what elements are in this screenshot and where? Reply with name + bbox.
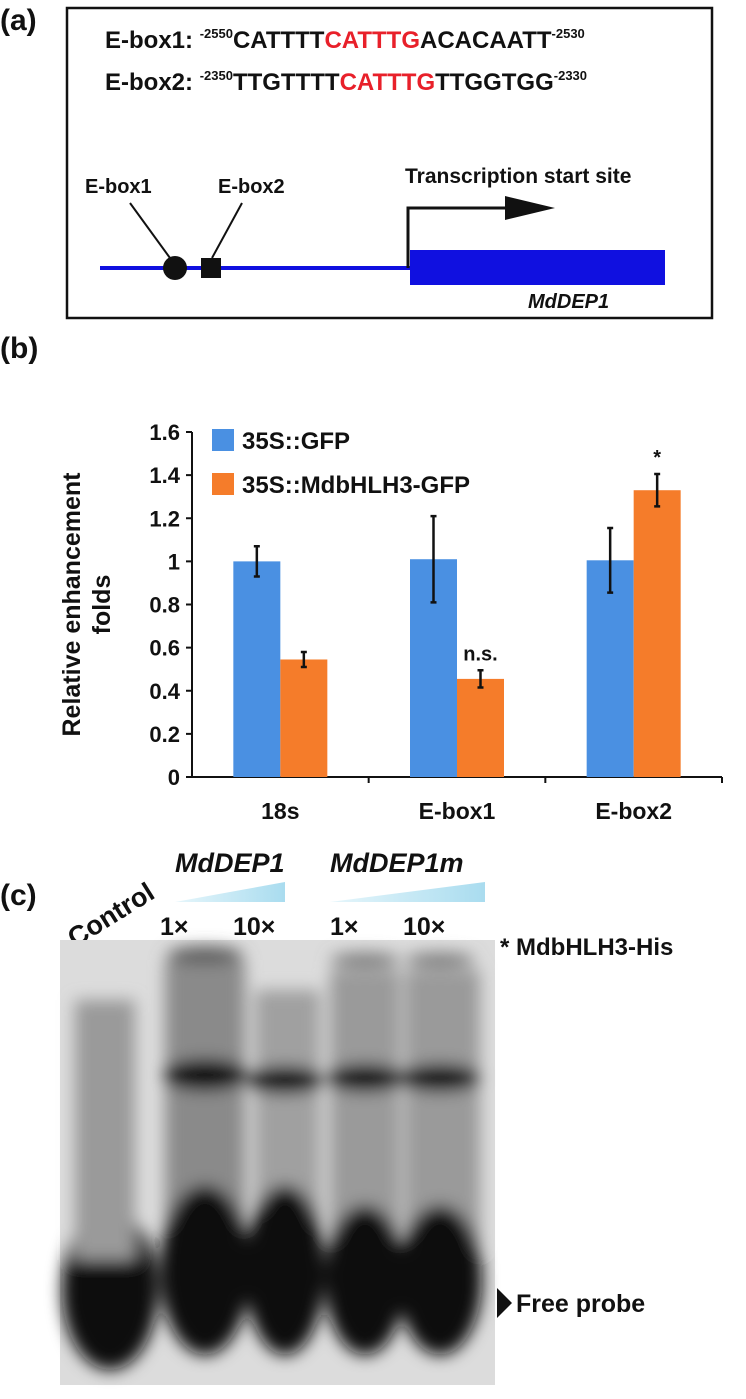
error-bar [253,545,260,578]
band-label: * MdbHLH3-His [500,934,673,961]
bar [633,490,681,777]
ebox2-site [201,258,221,278]
ebox-label: E-box2 [218,176,285,198]
bar [280,659,328,777]
arrowhead [505,196,555,220]
panel-label: (c) [0,879,37,912]
y-tick-label: 0.6 [149,636,180,661]
ebox-label: E-box1 [85,176,152,198]
y-tick-label: 0.2 [149,722,180,747]
tss-label: Transcription start site [405,165,631,188]
dose-label: 1× [330,913,359,941]
seq-name: E-box2: [105,69,193,96]
legend-swatch [212,429,234,451]
dose-wedge [330,882,485,902]
x-tick-label: 18s [261,798,299,824]
legend-label: 35S::MdbHLH3-GFP [242,472,470,499]
sequence: E-box2: -2350TTGTTTTCATTTGTTGGTGG-2330 [105,68,587,96]
bar-chart: 0 0.2 0.4 0.6 0.8 1 1.2 1.4 1.6 Relative enhancem… [58,420,723,824]
error-bar [607,526,614,594]
y-tick-label: 0.8 [149,593,180,618]
sequence: E-box1: -2550CATTTTCATTTGACACAATT-2530 [105,26,585,54]
legend-swatch [212,473,234,495]
panel-label: (b) [0,332,38,365]
y-tick-label: 1.4 [149,463,180,488]
pointer [211,202,243,259]
seq-start: -2350 [200,68,233,83]
y-tick-label: 0.4 [149,679,180,704]
error-bar [430,514,437,604]
pointer [129,202,171,259]
bar [457,678,504,777]
seq-motif: CATTTG [340,69,436,96]
gene-label: MdDEP1 [528,291,609,313]
legend-label: 35S::GFP [242,428,350,455]
competitor-label: MdDEP1 [175,848,285,878]
y-tick-label: 1.6 [149,420,180,445]
gel-image [60,940,495,1385]
y-tick-label: 0 [168,765,180,790]
dose-label: 10× [233,913,275,941]
y-tick-label: 1.2 [149,506,180,531]
tss-arrow [406,206,515,268]
seq-end: -2530 [552,26,585,41]
competitor-label: MdDEP1m [330,848,464,878]
annotation: * [653,447,661,469]
panel-label: (a) [0,4,37,37]
ebox1-site [163,256,187,280]
annotation: n.s. [463,643,497,665]
panel-box [65,6,714,320]
error-bar [477,669,484,689]
seq-left: CATTTT [233,27,325,54]
seq-left: TTGTTTT [233,69,340,96]
seq-name: E-box1: [105,27,193,54]
seq-end: -2330 [554,68,587,83]
y-axis-label: Relative enhancement [58,472,86,737]
free-probe-arrow [497,1288,512,1318]
y-axis-label: folds [88,575,116,635]
dose-label: 1× [160,913,189,941]
bar [233,561,281,777]
y-tick-label: 1 [168,549,180,574]
error-bar [300,650,307,669]
bar [586,560,634,777]
seq-right: ACACAATT [420,27,552,54]
x-tick-label: E-box1 [419,798,496,824]
dose-wedge [175,882,285,902]
gene [410,250,665,285]
seq-start: -2550 [200,26,233,41]
band-label: Free probe [516,1290,645,1318]
seq-right: TTGGTGG [435,69,554,96]
error-bar [654,472,661,508]
x-tick-label: E-box2 [595,798,672,824]
dose-label: 10× [403,913,445,941]
seq-motif: CATTTG [324,27,420,54]
